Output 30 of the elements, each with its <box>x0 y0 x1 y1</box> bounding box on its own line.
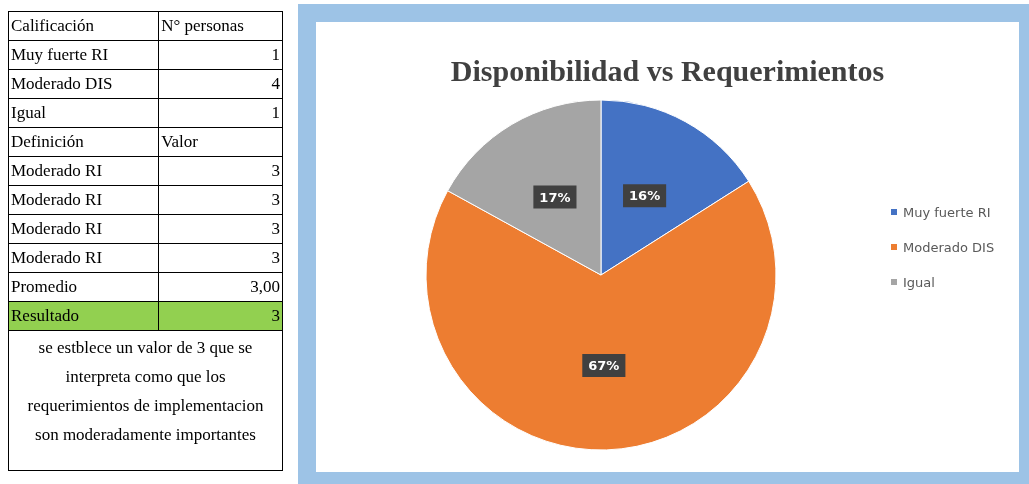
text: 1 <box>158 40 283 70</box>
data-label: 16% <box>629 188 661 204</box>
text: Valor <box>158 127 283 157</box>
text: 4 <box>158 69 283 99</box>
text: Moderado DIS <box>8 69 159 99</box>
text: Moderado RI <box>8 185 159 215</box>
text: 3 <box>158 214 283 244</box>
text: 3 <box>158 185 283 215</box>
text: Igual <box>8 98 159 128</box>
text: 3,00 <box>158 272 283 302</box>
text: Definición <box>8 127 159 157</box>
text: 3 <box>158 156 283 186</box>
text: Moderado RI <box>8 214 159 244</box>
text: 1 <box>158 98 283 128</box>
legend-label: Moderado DIS <box>903 239 995 255</box>
text: Calificación <box>8 11 159 41</box>
text: N° personas <box>158 11 283 41</box>
text: Promedio <box>8 272 159 302</box>
text: se estblece un valor de 3 que se interpreta como que los requerimientos de implementacion son moderadamente importantes <box>8 331 283 471</box>
text: Moderado RI <box>8 156 159 186</box>
text: Muy fuerte RI <box>8 40 159 70</box>
data-label: 67% <box>588 357 620 373</box>
legend-label: Muy fuerte RI <box>903 204 991 220</box>
legend-label: Igual <box>903 274 935 290</box>
data-label: 17% <box>539 189 571 205</box>
text: 3 <box>158 243 283 273</box>
text: 3 <box>158 301 283 331</box>
text: Moderado RI <box>8 243 159 273</box>
chart-title: Disponibilidad vs Requerimientos <box>450 53 885 87</box>
text: Resultado <box>8 301 159 331</box>
